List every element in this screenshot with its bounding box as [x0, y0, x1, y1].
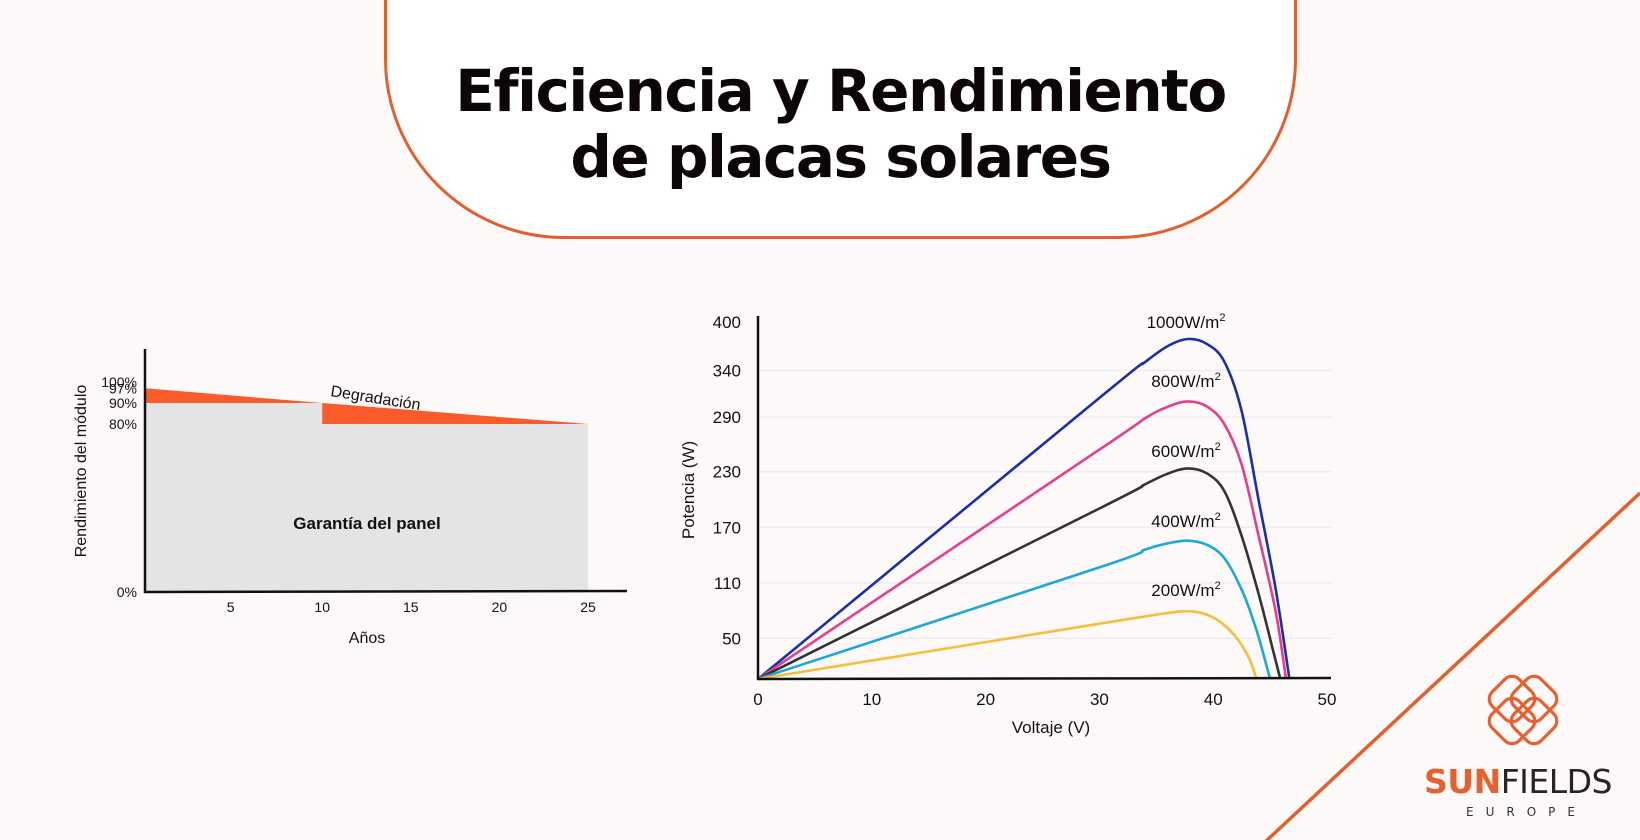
brand-sun: SUN	[1424, 762, 1501, 801]
warranty-area	[145, 403, 588, 592]
y-tick-labels: 400 340 290 230 170 110 50	[713, 313, 741, 648]
x-tick-label: 0	[753, 690, 762, 709]
degradation-chart: 100%97%90% 80% 0% 5 10 15 20 25 Rendimiento de…	[73, 349, 628, 647]
y-axis-label: Potencia (W)	[679, 441, 698, 539]
y-tick-label: 0%	[117, 584, 137, 600]
brand-subtitle: EUROPE	[1466, 805, 1587, 819]
brand-logo-text: SUNFIELDS	[1424, 762, 1613, 801]
x-tick-labels: 5 10 15 20 25	[227, 599, 596, 615]
y-tick-label: 290	[713, 408, 741, 427]
x-axis-label: Voltaje (V)	[1012, 718, 1090, 737]
x-tick-label: 50	[1318, 690, 1337, 709]
y-tick-label: 97%	[109, 380, 137, 396]
curve-label: 200W/m2	[1151, 580, 1220, 600]
gridlines	[760, 369, 1332, 640]
warranty-label: Garantía del panel	[293, 514, 440, 533]
curve-400-wm2	[757, 539, 1272, 681]
title-line-2: de placas solares	[570, 123, 1112, 191]
degradation-area-1	[145, 388, 323, 403]
x-tick-label: 10	[862, 690, 881, 709]
y-tick-label: 230	[713, 463, 741, 482]
curve-label: 400W/m2	[1151, 511, 1220, 531]
power-voltage-chart: 400 340 290 230 170 110 50 0 10 20 30 40 50 1000W/m…	[679, 312, 1336, 737]
curve-label: 800W/m2	[1151, 371, 1220, 391]
x-tick-label: 5	[227, 599, 235, 615]
diagonal-accent-line	[1264, 491, 1640, 840]
x-axis	[756, 676, 1332, 681]
brand-fields: FIELDS	[1500, 762, 1613, 801]
x-axis-label: Años	[349, 630, 385, 647]
x-tick-labels: 0 10 20 30 40 50	[753, 690, 1336, 709]
y-tick-label: 80%	[109, 416, 137, 432]
y-tick-label: 100%	[101, 374, 137, 390]
degradation-area-2	[322, 403, 588, 424]
curve-label: 600W/m2	[1151, 441, 1220, 461]
y-tick-label: 400	[713, 313, 741, 332]
curve-labels: 1000W/m2 800W/m2 600W/m2 400W/m2 200W/m2	[1147, 312, 1226, 600]
x-tick-label: 25	[580, 599, 596, 615]
y-axis-label: Rendimiento del módulo	[73, 385, 90, 558]
x-axis	[143, 589, 628, 594]
y-tick-label: 170	[713, 518, 741, 537]
curve-label: 1000W/m2	[1147, 312, 1226, 332]
x-tick-label: 20	[976, 690, 995, 709]
x-tick-label: 20	[492, 599, 508, 615]
y-tick-label: 110	[714, 574, 741, 593]
sunfields-logo-icon	[1487, 674, 1559, 746]
curve-600-wm2	[757, 467, 1282, 681]
x-tick-label: 40	[1204, 690, 1223, 709]
curve-1000-wm2	[757, 337, 1291, 681]
y-tick-label: 340	[713, 362, 741, 381]
title-banner	[384, 0, 1297, 239]
x-tick-label: 10	[314, 599, 330, 615]
y-tick-labels: 100%97%90% 80% 0%	[101, 374, 137, 600]
x-tick-label: 15	[403, 599, 419, 615]
curve-800-wm2	[757, 400, 1288, 681]
x-tick-label: 30	[1090, 690, 1109, 709]
y-tick-label: 50	[722, 629, 741, 648]
page-title: Eficiencia y Rendimiento de placas solar…	[384, 58, 1297, 190]
y-tick-label: 90%	[109, 395, 137, 411]
curves	[757, 337, 1291, 681]
curve-200-wm2	[757, 609, 1258, 681]
title-line-1: Eficiencia y Rendimiento	[455, 57, 1227, 125]
